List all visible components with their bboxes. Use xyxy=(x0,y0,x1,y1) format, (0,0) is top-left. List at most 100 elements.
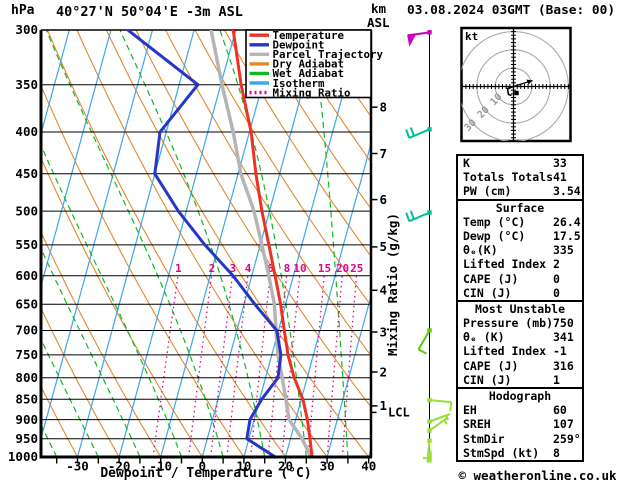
stats-value: 750 xyxy=(553,316,574,331)
dry-adiabat-line xyxy=(41,307,120,457)
stats-label: PW (cm) xyxy=(463,184,512,199)
stats-label: θₑ(K) xyxy=(463,243,498,258)
isotherm-line xyxy=(41,30,112,289)
pressure-tick-label: 850 xyxy=(15,391,38,406)
stats-row: Pressure (mb) 750 xyxy=(458,316,582,330)
stats-label: CAPE (J) xyxy=(463,271,519,286)
stats-row: Lifted Index 2 xyxy=(458,257,582,271)
stats-row: CAPE (J) 0 xyxy=(458,272,582,286)
copyright-label: © weatheronline.co.uk xyxy=(458,468,617,483)
mixing-ratio-value-label: 20 xyxy=(336,262,349,275)
stats-value: 0 xyxy=(553,271,560,286)
pressure-tick-label: 650 xyxy=(15,296,38,311)
stats-value: 60 xyxy=(553,403,567,418)
wet-adiabat-line xyxy=(41,143,183,457)
wind-barb xyxy=(405,210,432,223)
pressure-tick-label: 900 xyxy=(15,412,38,427)
stats-row: EH 60 xyxy=(458,403,582,417)
mixing-ratio-line xyxy=(341,275,358,457)
stats-value: 33 xyxy=(553,156,567,170)
pressure-tick-label: 300 xyxy=(15,22,38,37)
wind-barb xyxy=(427,397,453,412)
pressure-tick-label: 400 xyxy=(15,124,38,139)
stats-section: Most Unstable Pressure (mb) 750 θₑ (K) 341 Li… xyxy=(456,299,584,389)
mixing-ratio-value-label: 15 xyxy=(318,262,331,275)
temp-tick-label: 10 xyxy=(236,459,251,474)
temp-tick-label: 0 xyxy=(199,459,207,474)
stats-label: CAPE (J) xyxy=(463,358,519,373)
stats-value: 341 xyxy=(553,330,574,345)
pressure-tick-label: 1000 xyxy=(8,449,38,464)
mixing-ratio-value-label: 10 xyxy=(293,262,306,275)
stats-label: EH xyxy=(463,403,477,418)
stats-value: -1 xyxy=(553,344,567,359)
pressure-tick-label: 550 xyxy=(15,237,38,252)
km-tick-label: 3 xyxy=(380,324,388,339)
datetime-label: 03.08.2024 03GMT (Base: 00) xyxy=(407,3,616,18)
wet-adiabat-line xyxy=(0,30,15,457)
station-title: 40°27'N 50°04'E -3m ASL xyxy=(56,4,243,20)
mixing-ratio-line xyxy=(188,275,213,457)
hodograph-unit-label: kt xyxy=(465,30,479,43)
indices-tables: K 33 Totals Totals 41 PW (cm) 3.54 Surface Temp… xyxy=(456,154,584,462)
stats-section-title: Hodograph xyxy=(488,389,552,403)
stats-label: Lifted Index xyxy=(463,344,547,359)
stats-section: Surface Temp (°C) 26.4 Dewp (°C) 17.5 θₑ(K) 33… xyxy=(456,198,584,302)
lcl-label: LCL xyxy=(388,405,410,419)
dry-adiabat-line xyxy=(283,30,371,164)
wet-adiabat-line xyxy=(45,30,224,457)
wet-adiabat-line xyxy=(312,30,349,457)
parcel-trajectory-curve xyxy=(209,30,313,457)
stats-row: StmSpd (kt) 8 xyxy=(458,446,582,460)
legend-item-label: Parcel Trajectory xyxy=(273,48,384,61)
pressure-tick-label: 500 xyxy=(15,203,38,218)
stats-value: 3.54 xyxy=(553,184,581,199)
pressure-tick-label: 750 xyxy=(15,347,38,362)
wind-barb xyxy=(405,127,432,139)
km-tick-label: 4 xyxy=(380,283,388,298)
stats-label: SREH xyxy=(463,417,491,432)
isotherm-line xyxy=(76,30,195,457)
stats-value: 335 xyxy=(553,243,574,258)
isotherm-line xyxy=(118,30,237,457)
stats-label: StmSpd (kt) xyxy=(463,445,540,460)
stats-row: PW (cm) 3.54 xyxy=(458,184,582,198)
stats-row: Lifted Index -1 xyxy=(458,344,582,358)
stats-label: CIN (J) xyxy=(463,285,512,300)
pressure-tick-label: 450 xyxy=(15,166,38,181)
isotherm-line xyxy=(41,30,154,441)
stats-label: Pressure (mb) xyxy=(463,316,554,331)
legend-item-label: Mixing Ratio xyxy=(273,86,351,99)
wet-adiabat-line xyxy=(119,30,266,457)
temp-tick-label: -20 xyxy=(108,459,131,474)
hodograph-marker xyxy=(514,90,519,96)
temperature-axis-title: Dewpoint / Temperature (°C) xyxy=(100,466,312,481)
km-tick-label: 6 xyxy=(380,192,388,207)
stats-row: StmDir 259° xyxy=(458,432,582,446)
plot-borders xyxy=(39,30,373,459)
stats-label: θₑ (K) xyxy=(463,330,505,345)
km-asl-axis: 1 2 3 4 5 6 7 8 LCL xyxy=(371,100,410,419)
stats-row: CIN (J) 1 xyxy=(458,373,582,387)
stats-section: Hodograph EH 60 SREH 107 StmDir 259° StmSpd (kt… xyxy=(456,387,584,462)
temp-tick-label: 20 xyxy=(278,459,293,474)
stats-value: 2 xyxy=(553,257,560,272)
stats-value: 41 xyxy=(553,170,567,185)
wind-barb-column xyxy=(405,30,453,463)
stats-label: Lifted Index xyxy=(463,257,547,272)
legend-item-label: Dry Adiabat xyxy=(273,58,345,71)
temp-tick-label: 30 xyxy=(320,459,335,474)
stats-row: K 33 xyxy=(458,156,582,170)
hodograph-trace xyxy=(506,85,514,97)
km-tick-label: 7 xyxy=(380,146,388,161)
mixing-ratio-axis-title: Mixing Ratio (g/kg) xyxy=(385,213,400,356)
km-tick-label: 1 xyxy=(380,398,388,413)
mixing-ratio-line xyxy=(152,275,179,457)
wind-barb xyxy=(427,450,432,463)
isotherm-line xyxy=(284,141,371,457)
stats-row: Totals Totals 41 xyxy=(458,170,582,184)
stats-value: 1 xyxy=(553,372,560,387)
